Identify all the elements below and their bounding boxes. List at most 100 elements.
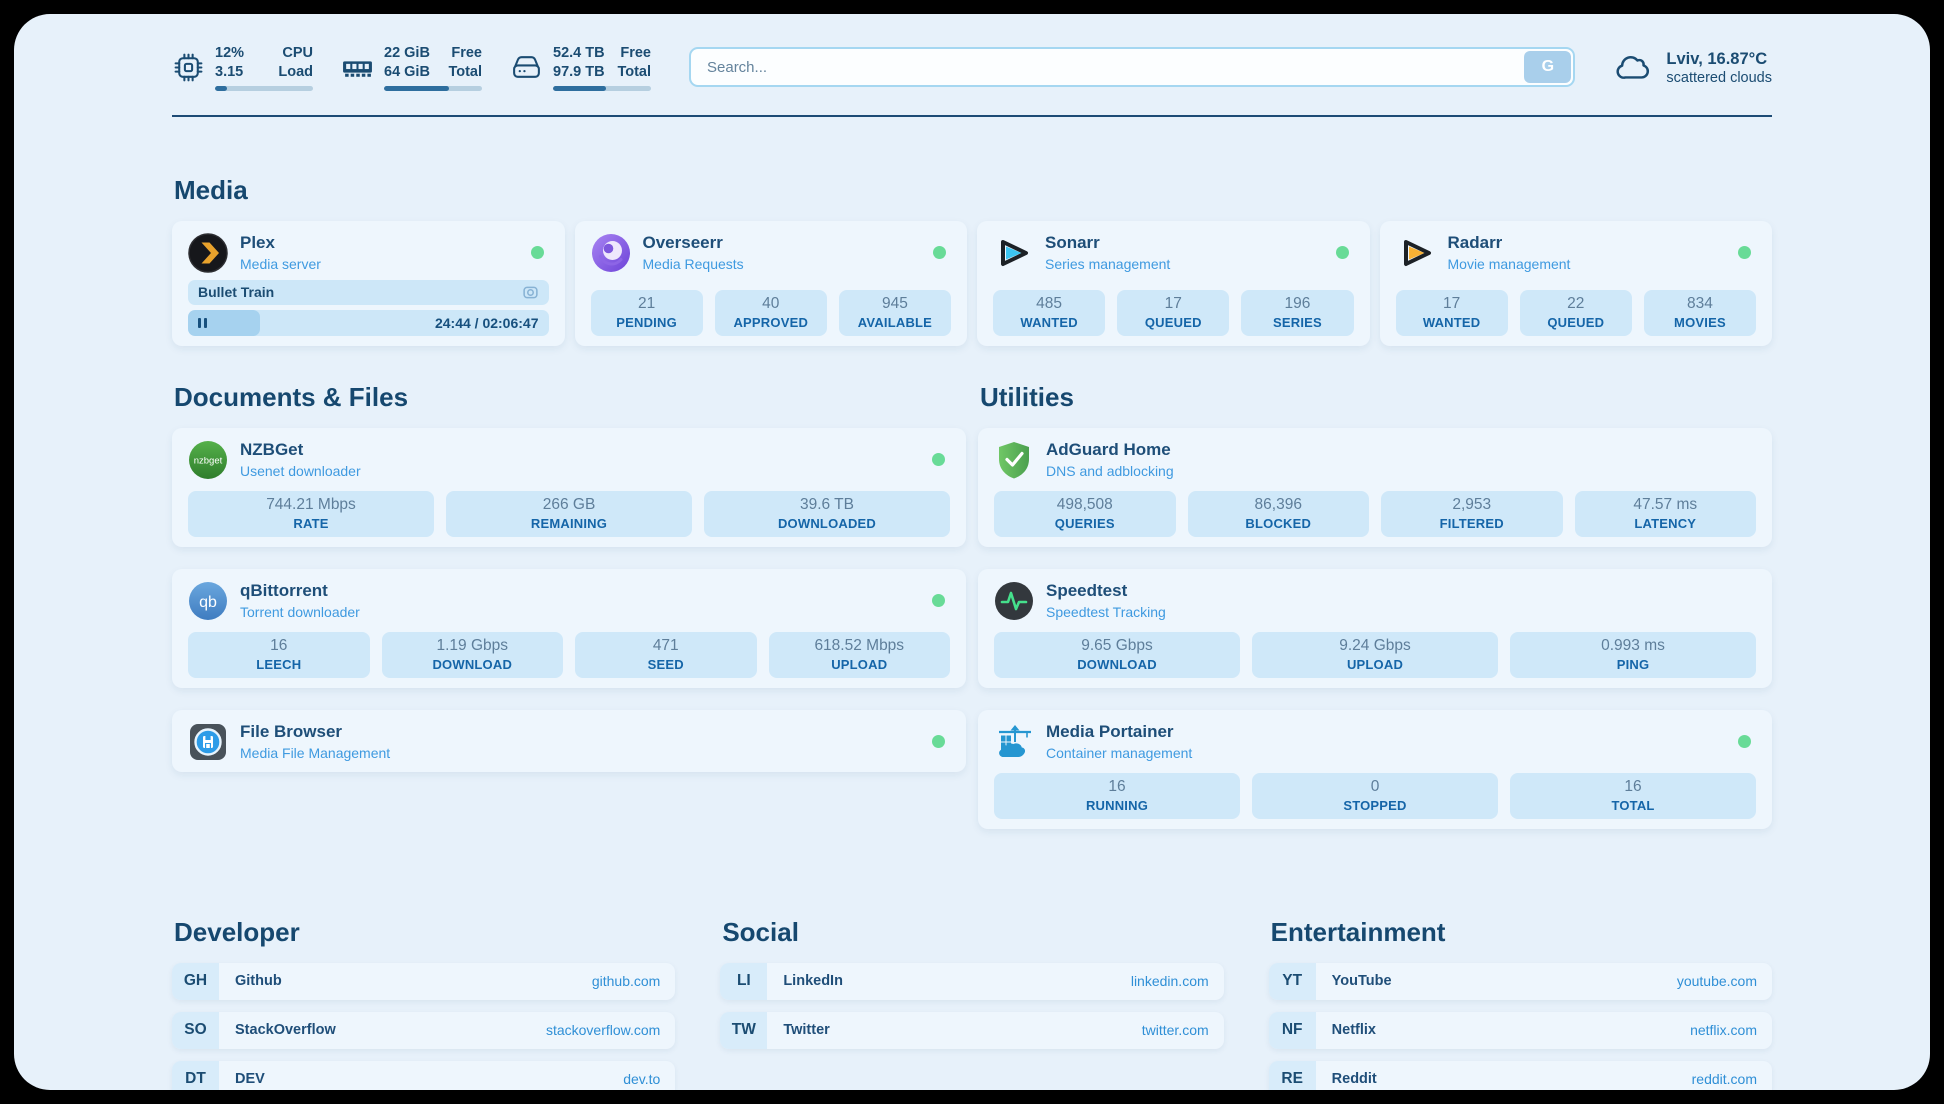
bookmark-twitter[interactable]: TW Twitter twitter.com	[720, 1011, 1224, 1049]
bookmark-github[interactable]: GH Github github.com	[172, 962, 676, 1000]
app-card-portainer[interactable]: Media Portainer Container management 16 R…	[978, 709, 1772, 829]
bookmark-youtube[interactable]: YT YouTube youtube.com	[1268, 962, 1772, 1000]
stat-download: 1.19 Gbps DOWNLOAD	[381, 631, 563, 678]
weather-widget: Lviv, 16.87°C scattered clouds	[1615, 48, 1772, 86]
bookmark-abbr: YT	[1268, 962, 1316, 1000]
stat-blocked: 86,396 BLOCKED	[1187, 490, 1369, 537]
app-subtitle: DNS and adblocking	[1046, 462, 1174, 479]
top-bar: 12% 3.15 CPU Load 22 GiB 64 GiB	[172, 14, 1772, 91]
stat-total: 16 TOTAL	[1510, 772, 1756, 819]
bookmark-reddit[interactable]: RE Reddit reddit.com	[1268, 1060, 1772, 1090]
stat-stopped: 0 STOPPED	[1252, 772, 1498, 819]
stat-wanted: 17 WANTED	[1395, 289, 1508, 336]
cpu-values: 12% 3.15	[215, 45, 245, 80]
bookmark-abbr: LI	[720, 962, 768, 1000]
stat-ping: 0.993 ms PING	[1510, 631, 1756, 678]
app-subtitle: Media Requests	[642, 255, 744, 272]
search-engine-button[interactable]: G	[1524, 51, 1572, 84]
stat-seed: 471 SEED	[575, 631, 757, 678]
storage-labels: Free Total	[617, 45, 651, 80]
bookmark-dev[interactable]: DT DEV dev.to	[172, 1060, 676, 1090]
svg-text:qb: qb	[199, 594, 217, 611]
app-subtitle: Torrent downloader	[240, 603, 360, 620]
stat-downloaded: 39.6 TB DOWNLOADED	[704, 490, 950, 537]
bookmarks-social: Social LI LinkedIn linkedin.com TW Twitt…	[720, 916, 1224, 1090]
weather-condition: scattered clouds	[1666, 70, 1772, 87]
app-subtitle: Speedtest Tracking	[1046, 603, 1166, 620]
bookmark-url[interactable]: linkedin.com	[1130, 973, 1209, 990]
app-name: NZBGet	[240, 440, 304, 460]
status-dot	[1335, 246, 1349, 260]
bookmark-abbr: TW	[720, 1011, 768, 1049]
app-name: Radarr	[1447, 233, 1503, 253]
bookmark-url[interactable]: youtube.com	[1676, 973, 1757, 990]
svg-text:nzbget: nzbget	[194, 455, 223, 466]
now-playing-title: Bullet Train	[188, 279, 549, 306]
app-subtitle: Usenet downloader	[240, 462, 361, 479]
dashboard: 12% 3.15 CPU Load 22 GiB 64 GiB	[14, 14, 1930, 1090]
memory-icon	[343, 61, 372, 77]
stat-available: 945 AVAILABLE	[838, 289, 952, 336]
app-subtitle: Container management	[1046, 744, 1193, 761]
app-card-adguard[interactable]: AdGuard Home DNS and adblocking 498,508 Q…	[978, 427, 1772, 547]
app-card-sonarr[interactable]: Sonarr Series management 485 WANTED 17 QUE…	[977, 220, 1370, 346]
stat-upload: 9.24 Gbps UPLOAD	[1252, 631, 1498, 678]
bookmark-stackoverflow[interactable]: SO StackOverflow stackoverflow.com	[172, 1011, 676, 1049]
documents-column: Documents & Files nzbget NZBGet Usenet d…	[172, 382, 966, 851]
sonarr-icon	[1001, 239, 1028, 266]
stat-leech: 16 LEECH	[188, 631, 370, 678]
app-card-qbittorrent[interactable]: qb qBittorrent Torrent downloader 16 LEEC…	[172, 568, 966, 688]
status-dot	[1738, 246, 1751, 260]
nzbget-icon: nzbget	[189, 440, 227, 479]
qbittorrent-icon: qb	[189, 581, 227, 620]
storage-values: 52.4 TB 97.9 TB	[553, 45, 605, 80]
weather-location: Lviv, 16.87°C	[1666, 50, 1768, 69]
memory-monitor: 22 GiB 64 GiB Free Total	[341, 44, 482, 91]
stat-queries: 498,508 QUERIES	[994, 490, 1176, 537]
bookmark-name: DEV	[235, 1071, 265, 1088]
storage-monitor: 52.4 TB 97.9 TB Free Total	[510, 44, 651, 91]
portainer-icon	[999, 724, 1031, 757]
section-title-social: Social	[722, 916, 799, 947]
cpu-labels: CPU Load	[278, 45, 313, 80]
app-card-radarr[interactable]: Radarr Movie management 17 WANTED 22 QUEUE…	[1379, 220, 1772, 346]
bookmark-url[interactable]: stackoverflow.com	[545, 1022, 661, 1039]
search-input[interactable]	[689, 47, 1576, 88]
speedtest-icon	[995, 581, 1033, 620]
stat-upload: 618.52 Mbps UPLOAD	[768, 631, 950, 678]
utilities-column: Utilities AdGuard Home DNS and adblockin…	[978, 382, 1772, 851]
pause-icon	[198, 317, 201, 328]
bookmark-abbr: SO	[172, 1011, 219, 1049]
bookmark-linkedin[interactable]: LI LinkedIn linkedin.com	[720, 962, 1224, 1000]
bookmark-netflix[interactable]: NF Netflix netflix.com	[1268, 1011, 1772, 1049]
bookmark-name: StackOverflow	[235, 1022, 336, 1039]
bookmark-url[interactable]: github.com	[591, 973, 661, 990]
cloud-icon	[1616, 56, 1650, 80]
bookmark-url[interactable]: netflix.com	[1690, 1022, 1757, 1039]
app-card-speedtest[interactable]: Speedtest Speedtest Tracking 9.65 Gbps DO…	[978, 568, 1772, 688]
cpu-monitor: 12% 3.15 CPU Load	[172, 44, 313, 91]
stat-remaining: 266 GB REMAINING	[446, 490, 692, 537]
app-card-filebrowser[interactable]: File Browser Media File Management	[172, 709, 966, 772]
bookmark-url[interactable]: dev.to	[623, 1071, 661, 1088]
cpu-progress-bar	[215, 85, 313, 91]
storage-progress-bar	[553, 85, 651, 91]
app-name: Speedtest	[1046, 581, 1128, 601]
filebrowser-icon	[190, 723, 226, 760]
app-name: qBittorrent	[240, 581, 328, 601]
app-subtitle: Media server	[240, 255, 321, 272]
app-card-nzbget[interactable]: nzbget NZBGet Usenet downloader 744.21 M…	[172, 427, 966, 547]
status-dot	[530, 246, 544, 260]
bookmark-abbr: GH	[172, 962, 219, 1000]
status-dot	[1738, 735, 1751, 749]
section-title-documents: Documents & Files	[174, 381, 409, 412]
bookmark-url[interactable]: twitter.com	[1141, 1022, 1209, 1039]
bookmark-url[interactable]: reddit.com	[1691, 1071, 1757, 1088]
app-card-overseerr[interactable]: Overseerr Media Requests 21 PENDING 40 APP…	[574, 220, 967, 346]
plex-icon	[188, 232, 228, 273]
bookmark-name: Twitter	[783, 1022, 830, 1039]
header-divider	[172, 114, 1772, 117]
stat-queued: 22 QUEUED	[1519, 289, 1632, 336]
app-card-plex[interactable]: Plex Media server Bullet Train 24:44 / 0	[172, 220, 565, 346]
stat-filtered: 2,953 FILTERED	[1381, 490, 1563, 537]
